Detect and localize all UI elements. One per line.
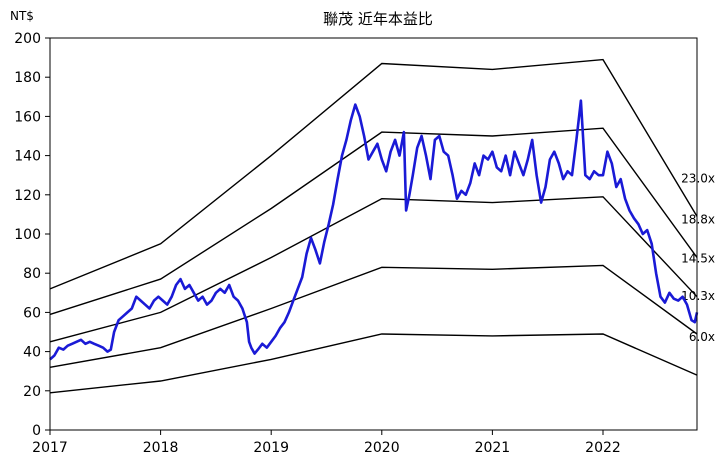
pe-band-label: 23.0x [681,171,715,185]
y-tick-label: 200 [14,31,41,47]
y-tick-label: 80 [23,266,41,282]
y-tick-label: 20 [23,384,41,400]
x-tick-label: 2017 [32,440,68,456]
y-tick-label: 0 [32,423,41,439]
pe-band-label: 10.3x [681,289,715,303]
y-tick-label: 100 [14,227,41,243]
pe-band-line [49,196,698,343]
price-line [49,99,699,361]
y-tick-label: 40 [23,345,41,361]
price-series [49,99,699,361]
pe-band-line [49,58,698,290]
pe-band-label: 18.8x [681,213,715,227]
y-unit-label: NT$ [10,9,34,23]
pe-band-label: 6.0x [689,330,715,344]
chart-title: 聯茂 近年本益比 [323,10,433,28]
plot-frame [49,37,698,431]
pe-bands: 23.0x 18.8x 14.5x 10.3x 6.0x [49,58,715,394]
x-axis: 2017 2018 2019 2020 2021 2022 [32,430,621,456]
y-tick-label: 160 [14,109,41,125]
y-tick-label: 140 [14,149,41,165]
pe-band-line [49,127,698,316]
x-tick-label: 2021 [475,440,511,456]
x-tick-label: 2020 [364,440,400,456]
x-tick-label: 2018 [143,440,179,456]
y-tick-label: 60 [23,305,41,321]
y-tick-label: 180 [14,70,41,86]
pe-band-line [49,333,698,394]
x-tick-label: 2019 [253,440,289,456]
pe-band-line [49,264,698,368]
y-axis: 0 20 40 60 80 100 120 140 160 180 200 [14,31,50,439]
pe-band-label: 14.5x [681,252,715,266]
x-tick-label: 2022 [585,440,621,456]
y-tick-label: 120 [14,188,41,204]
